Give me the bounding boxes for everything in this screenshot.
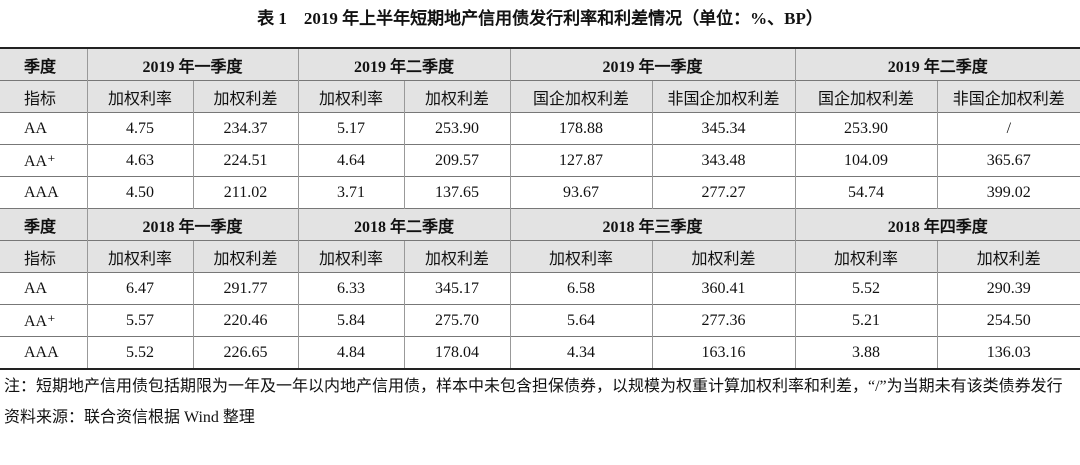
- notes: 注：短期地产信用债包括期限为一年及一年以内地产信用债，样本中未包含担保债券，以规…: [4, 371, 1076, 433]
- metric-header: 加权利率: [297, 80, 405, 113]
- period-header: 2019 年一季度: [86, 47, 299, 81]
- metric-header: 加权利差: [192, 80, 299, 113]
- cell-value: 253.90: [794, 112, 938, 145]
- cell-value: 345.17: [403, 272, 511, 305]
- metric-header: 加权利差: [192, 240, 299, 273]
- cell-value: 163.16: [651, 336, 796, 369]
- cell-value: 6.47: [86, 272, 193, 305]
- cell-value: 104.09: [794, 144, 938, 177]
- data-row: AAA 4.50 211.02 3.71 137.65 93.67 277.27 54.74 3…: [0, 176, 1080, 209]
- cell-value: 254.50: [936, 304, 1080, 337]
- cell-value: 6.33: [297, 272, 405, 305]
- metric-header: 加权利差: [403, 80, 511, 113]
- data-row: AAA 5.52 226.65 4.84 178.04 4.34 163.16 3.88 136…: [0, 336, 1080, 369]
- cell-value: 209.57: [403, 144, 511, 177]
- cell-value: 234.37: [192, 112, 299, 145]
- metric-header: 加权利率: [509, 240, 653, 273]
- cell-value: 5.64: [509, 304, 653, 337]
- index-label: 指标: [0, 240, 87, 273]
- cell-value: 3.71: [297, 176, 405, 209]
- cell-value: 5.84: [297, 304, 405, 337]
- period-row: 季度 2019 年一季度 2019 年二季度 2019 年一季度 2019 年二季度: [0, 47, 1080, 81]
- cell-value: 178.88: [509, 112, 653, 145]
- period-header: 2018 年二季度: [297, 208, 511, 241]
- season-label: 季度: [0, 47, 87, 81]
- cell-value: 343.48: [651, 144, 796, 177]
- cell-value: 4.64: [297, 144, 405, 177]
- period-header: 2018 年四季度: [794, 208, 1080, 241]
- rating-label: AA: [0, 272, 87, 305]
- cell-value: 4.63: [86, 144, 193, 177]
- data-table: 季度 2019 年一季度 2019 年二季度 2019 年一季度 2019 年二季度 指标…: [0, 47, 1080, 370]
- cell-value: 4.50: [86, 176, 193, 209]
- note-line: 资料来源：联合资信根据 Wind 整理: [4, 409, 255, 426]
- cell-value: 277.27: [651, 176, 796, 209]
- cell-value: 5.57: [86, 304, 193, 337]
- cell-value: 5.17: [297, 112, 405, 145]
- period-header: 2019 年一季度: [509, 47, 796, 81]
- metric-header: 加权利差: [403, 240, 511, 273]
- cell-value: 93.67: [509, 176, 653, 209]
- metric-header: 非国企加权利差: [651, 80, 796, 113]
- rating-label: AA⁺: [0, 144, 87, 177]
- cell-value: 54.74: [794, 176, 938, 209]
- cell-value: 226.65: [192, 336, 299, 369]
- cell-value: 4.84: [297, 336, 405, 369]
- cell-value: 291.77: [192, 272, 299, 305]
- note-line: 注：短期地产信用债包括期限为一年及一年以内地产信用债，样本中未包含担保债券，以规…: [4, 378, 1063, 395]
- cell-value: 360.41: [651, 272, 796, 305]
- rating-label: AAA: [0, 336, 87, 369]
- cell-value: 290.39: [936, 272, 1080, 305]
- data-row: AA 6.47 291.77 6.33 345.17 6.58 360.41 5.52 290.…: [0, 272, 1080, 305]
- metric-header: 非国企加权利差: [936, 80, 1080, 113]
- rating-label: AA: [0, 112, 87, 145]
- cell-value: 220.46: [192, 304, 299, 337]
- cell-value: 211.02: [192, 176, 299, 209]
- metric-header: 国企加权利差: [509, 80, 653, 113]
- metric-header: 加权利差: [936, 240, 1080, 273]
- index-label: 指标: [0, 80, 87, 113]
- data-row: AA⁺ 5.57 220.46 5.84 275.70 5.64 277.36 5.21 254…: [0, 304, 1080, 337]
- cell-value: 253.90: [403, 112, 511, 145]
- cell-value: 277.36: [651, 304, 796, 337]
- period-row: 季度 2018 年一季度 2018 年二季度 2018 年三季度 2018 年四季度: [0, 208, 1080, 241]
- metric-header: 国企加权利差: [794, 80, 938, 113]
- period-header: 2018 年一季度: [86, 208, 299, 241]
- cell-value: 4.34: [509, 336, 653, 369]
- table-title: 表 1 2019 年上半年短期地产信用债发行利率和利差情况（单位：%、BP）: [257, 9, 823, 28]
- cell-value: 3.88: [794, 336, 938, 369]
- cell-value: 136.03: [936, 336, 1080, 369]
- cell-value: /: [936, 112, 1080, 145]
- season-label: 季度: [0, 208, 87, 241]
- cell-value: 345.34: [651, 112, 796, 145]
- metric-row: 指标 加权利率 加权利差 加权利率 加权利差 加权利率 加权利差 加权利率 加权利差: [0, 240, 1080, 273]
- cell-value: 6.58: [509, 272, 653, 305]
- cell-value: 275.70: [403, 304, 511, 337]
- cell-value: 178.04: [403, 336, 511, 369]
- data-row: AA 4.75 234.37 5.17 253.90 178.88 345.34 253.90…: [0, 112, 1080, 145]
- cell-value: 5.21: [794, 304, 938, 337]
- cell-value: 224.51: [192, 144, 299, 177]
- cell-value: 365.67: [936, 144, 1080, 177]
- period-header: 2019 年二季度: [297, 47, 511, 81]
- metric-header: 加权利差: [651, 240, 796, 273]
- metric-row: 指标 加权利率 加权利差 加权利率 加权利差 国企加权利差 非国企加权利差 国企加权利差 非国企…: [0, 80, 1080, 113]
- metric-header: 加权利率: [794, 240, 938, 273]
- data-row: AA⁺ 4.63 224.51 4.64 209.57 127.87 343.48 104.0…: [0, 144, 1080, 177]
- cell-value: 399.02: [936, 176, 1080, 209]
- cell-value: 137.65: [403, 176, 511, 209]
- period-header: 2018 年三季度: [509, 208, 796, 241]
- metric-header: 加权利率: [297, 240, 405, 273]
- rating-label: AA⁺: [0, 304, 87, 337]
- rating-label: AAA: [0, 176, 87, 209]
- cell-value: 127.87: [509, 144, 653, 177]
- cell-value: 4.75: [86, 112, 193, 145]
- period-header: 2019 年二季度: [794, 47, 1080, 81]
- cell-value: 5.52: [794, 272, 938, 305]
- cell-value: 5.52: [86, 336, 193, 369]
- metric-header: 加权利率: [86, 80, 193, 113]
- metric-header: 加权利率: [86, 240, 193, 273]
